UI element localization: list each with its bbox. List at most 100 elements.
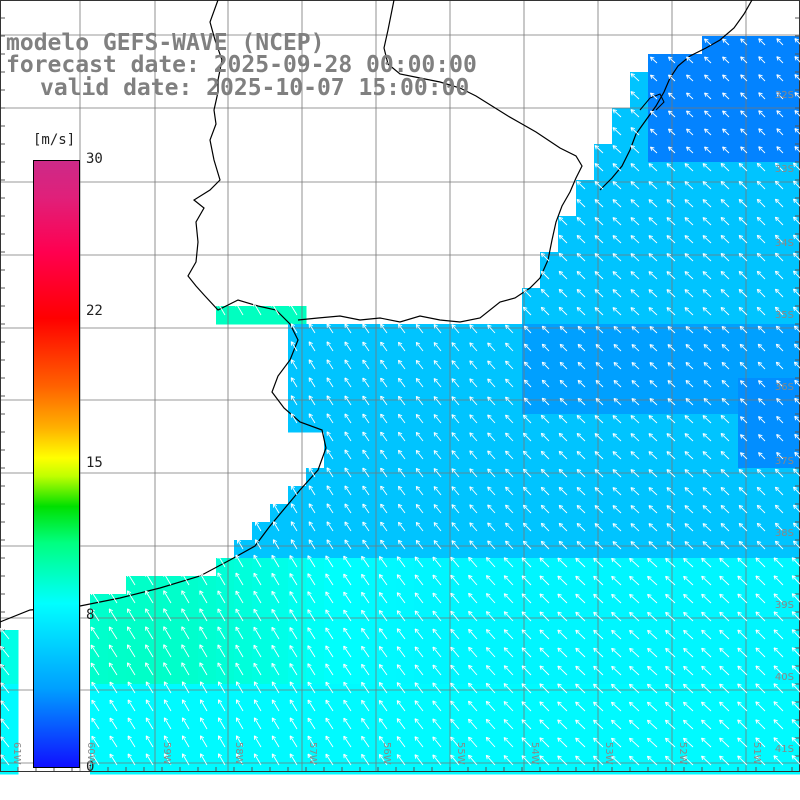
wind-arrow-head [397, 718, 402, 721]
wind-arrow-head [289, 645, 294, 648]
wind-cell [792, 378, 800, 397]
wind-arrow-head [396, 574, 399, 579]
wind-arrow-head [630, 163, 633, 168]
wind-arrow [361, 700, 370, 712]
wind-cell [270, 594, 289, 613]
wind-arrow [630, 415, 640, 424]
wind-arrow-head [649, 344, 654, 346]
wind-arrow-head [773, 593, 776, 598]
wind-arrow-head [235, 302, 240, 305]
wind-arrow-head [541, 540, 546, 543]
wind-arrow-head [628, 738, 632, 743]
wind-arrow [650, 128, 658, 136]
wind-arrow-head [703, 344, 708, 346]
wind-arrow [738, 199, 748, 208]
wind-cell [234, 666, 253, 685]
wind-arrow [181, 717, 190, 730]
wind-arrow [612, 235, 622, 244]
wind-cell [432, 702, 451, 721]
wind-arrow-head [487, 414, 492, 417]
wind-arrow-head [397, 396, 400, 401]
wind-arrow-head [273, 539, 278, 543]
wind-arrow [380, 503, 388, 514]
wind-arrow-head [326, 449, 331, 453]
wind-cell [342, 396, 361, 415]
wind-cell [414, 756, 433, 775]
wind-arrow-head [775, 234, 780, 237]
wind-arrow [557, 557, 568, 568]
wind-arrow-head [0, 700, 3, 705]
wind-arrow [701, 593, 712, 604]
wind-arrow-head [719, 593, 724, 596]
wind-cell [126, 720, 145, 739]
wind-arrow-head [594, 289, 597, 294]
wind-arrow-head [684, 415, 689, 417]
wind-arrow [721, 398, 730, 406]
wind-arrow-head [558, 235, 561, 240]
wind-arrow-head [793, 234, 798, 237]
wind-arrow-head [560, 325, 565, 328]
wind-cell [198, 612, 217, 631]
wind-arrow-head [468, 700, 473, 704]
wind-arrow-head [701, 665, 706, 668]
wind-arrow-head [630, 235, 635, 237]
wind-arrow [271, 555, 280, 568]
wind-arrow-head [791, 701, 794, 706]
wind-arrow [648, 199, 658, 208]
wind-arrow [235, 572, 244, 586]
wind-arrow-head [575, 611, 578, 617]
wind-arrow [469, 378, 478, 388]
wind-arrow-head [540, 307, 543, 312]
wind-arrow-head [612, 415, 615, 420]
wind-arrow [575, 593, 586, 604]
wind-arrow-head [487, 342, 492, 345]
wind-arrow-head [684, 487, 689, 489]
wind-cell [270, 648, 289, 667]
wind-arrow-head [361, 681, 366, 685]
wind-arrow [756, 288, 766, 298]
wind-arrow-head [629, 647, 634, 650]
wind-arrow-head [451, 468, 456, 471]
wind-cell [432, 576, 451, 595]
wind-arrow-head [522, 415, 525, 420]
wind-arrow-head [576, 199, 579, 204]
wind-arrow-head [539, 611, 542, 616]
wind-arrow-head [737, 557, 740, 563]
wind-arrow-head [683, 611, 688, 614]
wind-arrow [702, 415, 712, 424]
wind-arrow-head [487, 378, 492, 381]
wind-arrow-head [577, 379, 583, 382]
wind-arrow-head [702, 469, 707, 471]
wind-arrow-head [612, 163, 617, 165]
wind-arrow [684, 289, 694, 298]
wind-cell [414, 522, 433, 541]
wind-arrow [737, 683, 748, 694]
wind-arrow-head [775, 216, 780, 219]
wind-arrow [773, 593, 784, 604]
wind-cell [792, 486, 800, 505]
wind-arrow-head [432, 664, 437, 667]
wind-arrow-head [758, 146, 761, 151]
wind-arrow-head [576, 199, 582, 201]
wind-arrow-head [503, 593, 506, 598]
wind-arrow [451, 450, 460, 460]
wind-arrow-head [702, 433, 707, 435]
wind-arrow [685, 326, 694, 334]
wind-arrow-head [361, 735, 366, 739]
wind-arrow-head [794, 433, 799, 437]
wind-arrow-head [719, 755, 724, 758]
wind-arrow [773, 737, 784, 748]
wind-arrow-head [773, 701, 778, 704]
wind-arrow-head [664, 684, 668, 689]
wind-arrow [665, 683, 676, 694]
wind-cell [468, 666, 487, 685]
wind-cell [378, 360, 397, 379]
wind-arrow [505, 414, 514, 424]
wind-arrow [290, 359, 298, 370]
wind-arrow [218, 753, 226, 766]
wind-arrow [325, 699, 334, 712]
wind-arrow-head [145, 644, 150, 648]
wind-arrow-head [469, 486, 472, 491]
wind-arrow-head [432, 628, 437, 631]
wind-arrow [307, 735, 316, 748]
